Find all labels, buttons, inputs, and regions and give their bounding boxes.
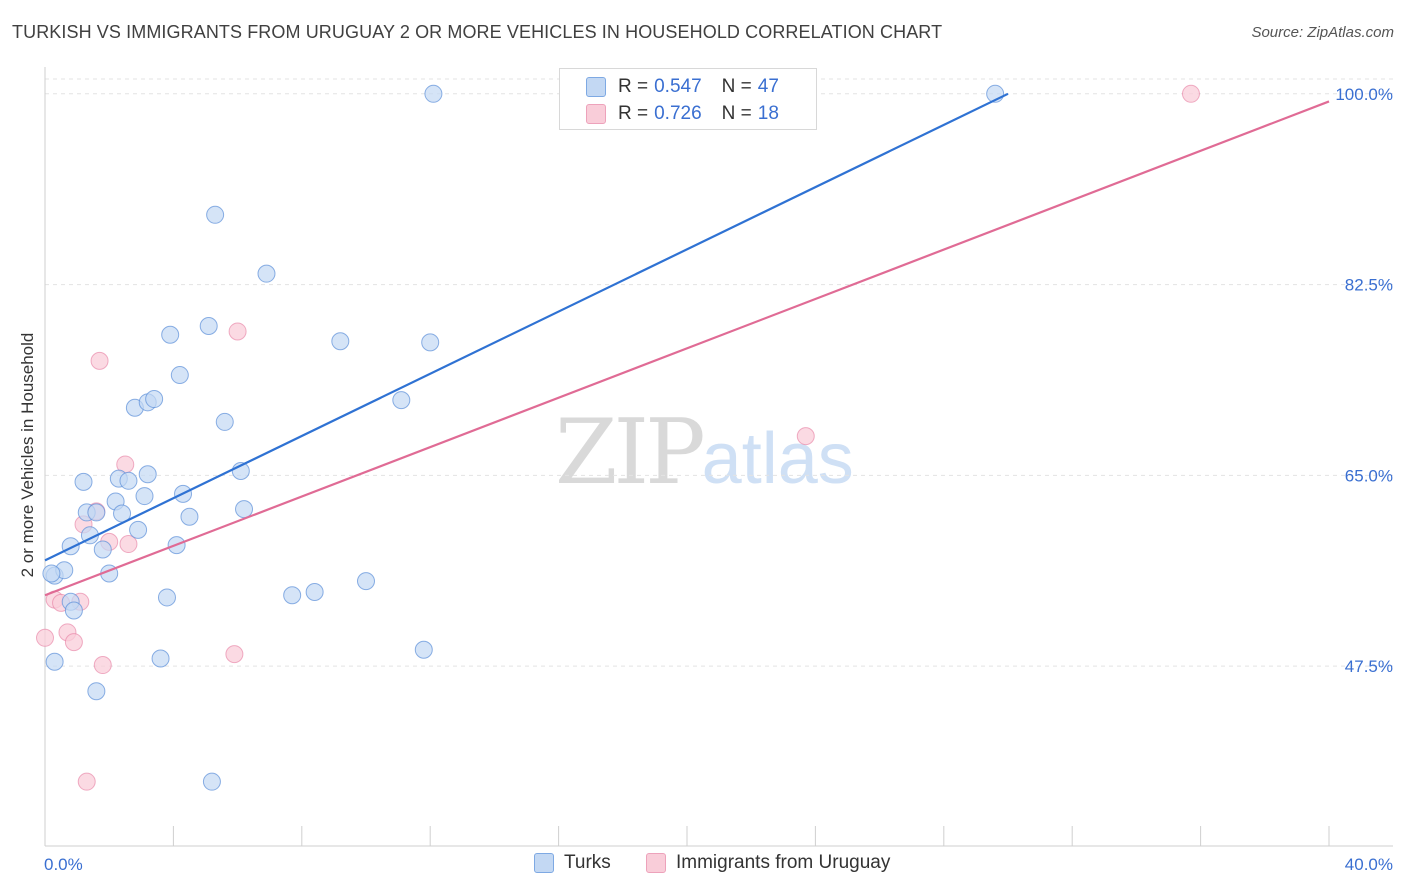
y-tick-label: 65.0% [1345, 466, 1393, 485]
grid-lines [45, 78, 1393, 667]
turks-point [74, 472, 93, 491]
turks-point [145, 390, 164, 409]
legend-label-turks: Turks [564, 852, 611, 873]
watermark: ZIPatlas [555, 400, 854, 505]
n-label: N = [721, 76, 752, 97]
turks-point [357, 572, 375, 591]
turks-points [42, 84, 1005, 791]
turks-point [215, 412, 234, 431]
uruguay-point [90, 351, 109, 370]
y-tick-label: 47.5% [1345, 657, 1393, 676]
uruguay-point [77, 772, 96, 791]
turks-point [283, 586, 302, 605]
turks-point [392, 391, 411, 410]
uruguay-point [796, 427, 815, 446]
y-tick-label: 82.5% [1345, 276, 1393, 295]
uruguay-point [119, 535, 138, 554]
uruguay-trendline [44, 100, 1330, 597]
uruguay-swatch [586, 104, 606, 124]
turks-point [305, 582, 324, 601]
n-label: N = [721, 103, 752, 124]
chart-title: TURKISH VS IMMIGRANTS FROM URUGUAY 2 OR … [12, 22, 943, 42]
uruguay-swatch [646, 853, 666, 873]
legend-item-turks[interactable]: Turks [534, 852, 611, 874]
turks-swatch [534, 853, 554, 873]
watermark-zip: ZIP [555, 400, 706, 505]
turks-point [199, 317, 218, 336]
turks-point [151, 649, 170, 668]
r-value: 0.726 [654, 103, 702, 124]
turks-point [414, 640, 433, 659]
stats-legend: R = 0.547 N = 47 R = 0.726 N = 18 [559, 68, 817, 130]
turks-point [161, 325, 180, 344]
uruguay-point [225, 645, 244, 664]
turks-point [87, 503, 106, 522]
x-tick-labels: 0.0% 40.0% [44, 855, 1393, 874]
turks-point [129, 520, 148, 539]
x-tick-label: 0.0% [44, 855, 83, 874]
turks-point [421, 333, 440, 352]
turks-point [206, 205, 225, 224]
uruguay-point [228, 322, 247, 341]
turks-point [64, 601, 83, 620]
turks-point [87, 682, 106, 701]
turks-point [119, 471, 138, 490]
turks-point [42, 564, 61, 583]
turks-point [93, 540, 112, 559]
turks-swatch [586, 77, 606, 97]
axes [44, 67, 1393, 847]
x-tick-label: 40.0% [1345, 855, 1393, 874]
series-legend: Turks Immigrants from Uruguay [0, 852, 1406, 876]
turks-point [180, 507, 199, 526]
turks-point [157, 588, 176, 607]
source-label: Source: ZipAtlas.com [1251, 24, 1394, 41]
y-tick-labels: 47.5% 65.0% 82.5% 100.0% [1335, 85, 1393, 676]
watermark-atlas: atlas [701, 419, 854, 499]
turks-trendline [44, 92, 1009, 562]
r-value: 0.547 [654, 76, 702, 97]
legend-row-uruguay: R = 0.726 N = 18 [586, 102, 779, 126]
uruguay-point [93, 656, 112, 675]
legend-label-uruguay: Immigrants from Uruguay [676, 852, 891, 873]
uruguay-point [64, 633, 83, 652]
turks-point [45, 652, 64, 671]
uruguay-points [36, 84, 1200, 791]
turks-point [202, 772, 221, 791]
turks-point [235, 500, 254, 519]
y-tick-label: 100.0% [1335, 85, 1393, 104]
trendlines [44, 92, 1330, 597]
uruguay-point [1181, 84, 1200, 103]
r-label: R = [618, 76, 649, 97]
turks-point [424, 84, 443, 103]
n-value: 18 [757, 103, 779, 124]
turks-point [170, 366, 189, 385]
r-label: R = [618, 103, 649, 124]
uruguay-point [36, 628, 54, 647]
n-value: 47 [757, 76, 779, 97]
turks-point [331, 332, 350, 351]
legend-item-uruguay[interactable]: Immigrants from Uruguay [646, 852, 890, 874]
turks-point [138, 465, 157, 484]
legend-row-turks: R = 0.547 N = 47 [586, 75, 779, 99]
turks-point [135, 487, 154, 506]
turks-point [257, 264, 276, 283]
